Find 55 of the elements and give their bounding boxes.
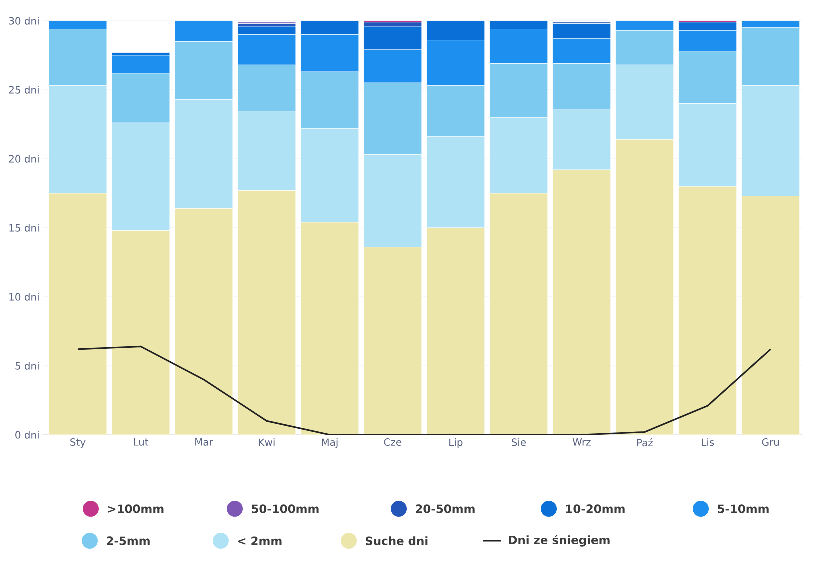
bar bbox=[300, 34, 360, 72]
legend-label: 10-20mm bbox=[566, 504, 625, 514]
legend-label: Suche dni bbox=[366, 536, 428, 546]
legend-label: 20-50mm bbox=[416, 504, 475, 514]
legend-label: 50-100mm bbox=[252, 504, 319, 514]
bar bbox=[678, 22, 738, 31]
bar bbox=[426, 21, 486, 41]
legend-label: 2-5mm bbox=[107, 536, 150, 546]
legend-label: >100mm bbox=[108, 504, 164, 514]
bar bbox=[364, 26, 422, 50]
x-tick-label: Lip bbox=[450, 438, 463, 448]
x-tick-label: Gru bbox=[762, 438, 780, 446]
bar bbox=[112, 230, 170, 435]
bar bbox=[426, 40, 486, 86]
x-tick-label: Lis bbox=[702, 438, 714, 446]
legend-label: < 2mm bbox=[238, 536, 282, 546]
bar bbox=[678, 186, 738, 435]
y-tick-label: 30 dni bbox=[9, 17, 39, 25]
bar bbox=[552, 24, 612, 40]
bar bbox=[426, 228, 486, 435]
x-tick-label: Maj bbox=[322, 438, 338, 448]
bar bbox=[490, 193, 548, 435]
x-tick-label: Lut bbox=[134, 438, 149, 446]
x-tick-label: Paź bbox=[637, 438, 653, 447]
bar bbox=[174, 21, 234, 42]
y-tick-label: 5 dni bbox=[16, 362, 39, 370]
bar bbox=[300, 222, 360, 435]
x-tick-label: Kwi bbox=[259, 438, 275, 446]
bar bbox=[678, 30, 738, 52]
x-tick-label: Wrz bbox=[572, 438, 591, 446]
bar bbox=[300, 21, 360, 35]
x-tick-label: Cze bbox=[384, 438, 402, 446]
legend-label: 5-10mm bbox=[718, 504, 769, 514]
y-tick-label: 25 dni bbox=[9, 86, 39, 94]
y-tick-label: 0 dni bbox=[16, 431, 39, 439]
bar bbox=[174, 208, 234, 435]
bar bbox=[112, 55, 170, 74]
bar bbox=[364, 50, 422, 84]
bar bbox=[490, 29, 548, 64]
bar bbox=[238, 34, 296, 66]
legend-label: Dni ze śniegiem bbox=[509, 535, 610, 547]
bar bbox=[48, 193, 108, 435]
y-tick-label: 10 dni bbox=[10, 293, 39, 301]
bar bbox=[552, 38, 612, 64]
bar bbox=[238, 190, 296, 435]
bar bbox=[552, 170, 612, 435]
y-tick-label: 15 dni bbox=[10, 224, 39, 232]
y-tick-label: 20 dni bbox=[9, 155, 39, 163]
x-tick-label: Mar bbox=[196, 438, 214, 446]
bar bbox=[616, 139, 674, 435]
x-tick-label: Sty bbox=[70, 438, 86, 448]
bar bbox=[364, 247, 422, 435]
x-tick-label: Sie bbox=[512, 438, 526, 446]
bar bbox=[742, 196, 800, 435]
bar bbox=[616, 21, 674, 31]
